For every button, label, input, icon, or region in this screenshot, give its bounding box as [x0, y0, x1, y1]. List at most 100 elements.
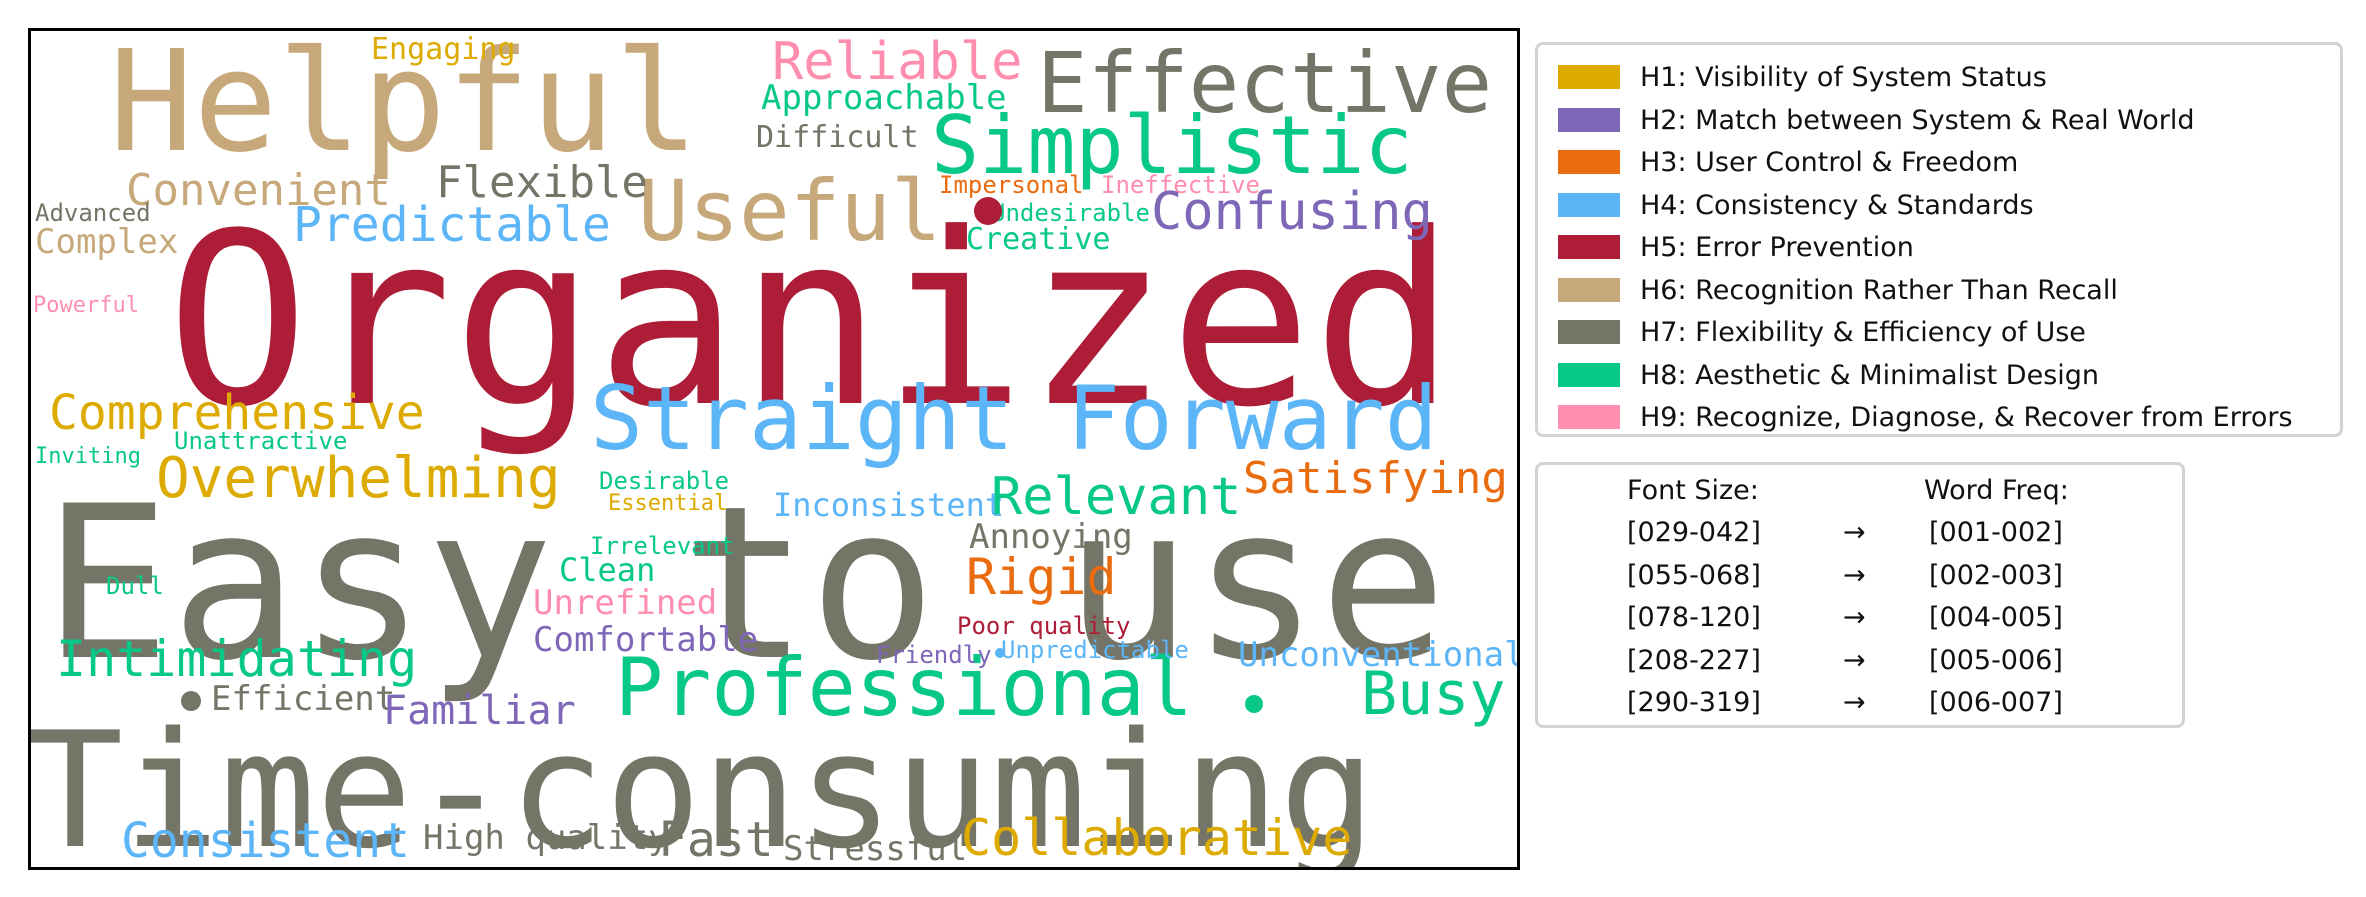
word-simplistic: Simplistic: [931, 99, 1413, 192]
freq-freq-cell: [006-007]: [1929, 687, 2063, 718]
legend-item-h2: H2: Match between System & Real World: [1548, 100, 2328, 142]
word-satisfying: Satisfying: [1243, 453, 1508, 504]
legend-swatch: [1558, 320, 1620, 344]
freq-freq-cell: [001-002]: [1929, 517, 2063, 548]
word-dull: Dull: [106, 572, 164, 600]
word-stressful: Stressful: [783, 829, 968, 869]
word-desirable: Desirable: [599, 467, 730, 495]
legend-label: H9: Recognize, Diagnose, & Recover from …: [1640, 402, 2293, 433]
word-helpful: Helpful: [109, 28, 700, 184]
word-flexible: Flexible: [436, 157, 648, 208]
freq-arrow-cell: →: [1843, 602, 1866, 633]
word-time-consuming: Time-consuming: [28, 697, 1376, 870]
word-approachable: Approachable: [761, 78, 1007, 118]
font-size-frequency-table: Font Size: Word Freq: [029-042] → [001-002…: [1535, 462, 2185, 728]
word-freq-header: Word Freq:: [1924, 475, 2069, 506]
legend-item-h4: H4: Consistency & Standards: [1548, 185, 2328, 227]
word-powerful: Powerful: [33, 293, 139, 318]
word-cloud: Organized Easy to use Time-consuming Helpfu…: [28, 28, 1520, 870]
legend-label: H2: Match between System & Real World: [1640, 104, 2195, 136]
freq-arrow-cell: →: [1843, 517, 1866, 548]
word-familiar: Familiar: [383, 688, 576, 734]
word-irrelevant: Irrelevant: [590, 532, 735, 560]
word-overwhelming: Overwhelming: [156, 446, 561, 511]
filler-dot: [1245, 695, 1263, 713]
legend-item-h9: H9: Recognize, Diagnose, & Recover from …: [1548, 397, 2328, 439]
legend-item-h8: H8: Aesthetic & Minimalist Design: [1548, 355, 2328, 397]
word-straight-forward: Straight Forward: [590, 367, 1438, 470]
word-busy: Busy: [1361, 659, 1506, 729]
legend-label: H1: Visibility of System Status: [1640, 62, 2047, 93]
word-poor-quality: Poor quality: [957, 612, 1131, 640]
word-comfortable: Comfortable: [533, 620, 759, 660]
legend-item-h3: H3: User Control & Freedom: [1548, 142, 2328, 184]
word-clean: Clean: [559, 551, 656, 589]
legend-swatch: [1558, 405, 1620, 429]
legend-swatch: [1558, 192, 1620, 217]
legend-swatch: [1558, 362, 1620, 387]
word-friendly: Friendly: [876, 641, 992, 669]
legend-label: H3: User Control & Freedom: [1640, 147, 2019, 178]
font-size-header: Font Size:: [1627, 475, 1759, 506]
heuristic-legend: H1: Visibility of System Status H2: Match…: [1535, 42, 2343, 437]
freq-freq-cell: [004-005]: [1929, 602, 2063, 633]
filler-dot: [974, 197, 1002, 225]
legend-label: H5: Error Prevention: [1640, 232, 1914, 263]
freq-size-cell: [208-227]: [1627, 644, 1761, 676]
word-essential: Essential: [608, 491, 728, 516]
legend-swatch: [1558, 277, 1620, 302]
filler-dot: [995, 648, 1005, 658]
word-advanced: Advanced: [35, 199, 151, 227]
word-undesirable: Undesirable: [991, 199, 1150, 227]
word-engaging: Engaging: [371, 32, 516, 67]
legend-label: H6: Recognition Rather Than Recall: [1640, 274, 2118, 306]
word-efficient: Efficient: [211, 679, 396, 719]
freq-arrow-cell: →: [1843, 559, 1866, 591]
word-unpredictable: Unpredictable: [1001, 636, 1189, 664]
freq-arrow-cell: →: [1843, 687, 1866, 718]
word-confusing: Confusing: [1151, 182, 1433, 242]
word-impersonal: Impersonal: [939, 171, 1084, 199]
legend-swatch: [1558, 235, 1620, 259]
word-easy-to-use: Easy to use: [43, 460, 1447, 707]
legend-label: H7: Flexibility & Efficiency of Use: [1640, 317, 2086, 348]
word-useful: Useful: [638, 162, 942, 260]
word-reliable: Reliable: [772, 32, 1023, 92]
word-unattractive: Unattractive: [174, 427, 348, 455]
word-consistent: Consistent: [121, 813, 410, 869]
word-creative: Creative: [966, 222, 1111, 257]
word-inconsistent: Inconsistent: [773, 486, 1005, 524]
word-inviting: Inviting: [35, 444, 141, 469]
word-collaborative: Collaborative: [961, 809, 1353, 867]
legend-item-h6: H6: Recognition Rather Than Recall: [1548, 270, 2328, 312]
freq-size-cell: [055-068]: [1627, 559, 1761, 591]
word-annoying: Annoying: [969, 517, 1133, 557]
word-organized: Organized: [166, 183, 1456, 460]
legend-label: H8: Aesthetic & Minimalist Design: [1640, 359, 2100, 391]
word-convenient: Convenient: [126, 165, 391, 216]
legend-item-h7: H7: Flexibility & Efficiency of Use: [1548, 312, 2328, 354]
legend-item-h1: H1: Visibility of System Status: [1548, 57, 2328, 99]
word-ineffective: Ineffective: [1101, 171, 1260, 199]
word-relevant: Relevant: [991, 467, 1242, 527]
legend-swatch: [1558, 150, 1620, 174]
freq-arrow-cell: →: [1843, 644, 1866, 676]
freq-size-cell: [078-120]: [1627, 602, 1761, 633]
word-difficult: Difficult: [756, 120, 919, 155]
word-predictable: Predictable: [293, 197, 611, 253]
word-unconventional: Unconventional: [1238, 635, 1520, 675]
freq-freq-cell: [005-006]: [1929, 644, 2063, 676]
word-complex: Complex: [35, 222, 179, 262]
freq-size-cell: [029-042]: [1627, 517, 1761, 548]
freq-size-cell: [290-319]: [1627, 687, 1761, 718]
legend-item-h5: H5: Error Prevention: [1548, 227, 2328, 269]
freq-freq-cell: [002-003]: [1929, 559, 2063, 591]
word-professional: Professional: [615, 641, 1193, 734]
filler-dot: [181, 691, 201, 711]
word-high-quality: High quality: [423, 818, 669, 858]
word-intimidating: Intimidating: [56, 630, 418, 688]
word-comprehensive: Comprehensive: [49, 385, 425, 441]
word-fast: Fast: [658, 812, 774, 868]
word-effective: Effective: [1037, 34, 1493, 132]
legend-swatch: [1558, 107, 1620, 132]
